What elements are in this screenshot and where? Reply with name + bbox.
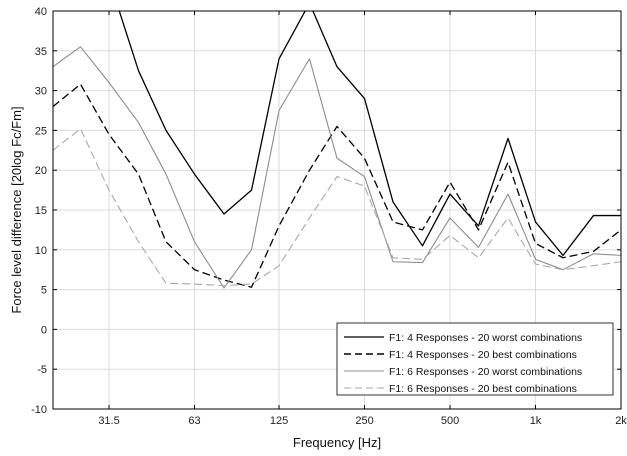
x-tick-label: 31.5 [98,415,119,427]
series-line-3 [53,46,621,289]
y-tick-label: -5 [37,364,47,376]
y-tick-label: 5 [41,285,47,297]
x-tick-label: 125 [270,415,288,427]
y-tick-label: 25 [35,125,47,137]
x-axis-ticks: 31.5 63 125 250 500 1k 2k [98,11,627,427]
y-tick-label: 35 [35,46,47,58]
legend-label-3: F1: 6 Responses - 20 worst combinations [389,366,582,378]
y-axis-ticks: -10 -5 0 5 10 15 20 25 30 35 40 [31,6,621,416]
x-tick-label: 250 [355,415,373,427]
legend-label-2: F1: 4 Responses - 20 best combinations [389,349,577,361]
y-tick-label: 15 [35,205,47,217]
y-tick-label: -10 [31,404,47,416]
y-tick-label: 20 [35,165,47,177]
legend-box [336,322,614,396]
legend-label-1: F1: 4 Responses - 20 worst combinations [389,332,582,344]
x-tick-label: 500 [441,415,459,427]
series-line-4 [53,128,621,287]
x-tick-label: 2k [615,415,627,427]
x-tick-label: 63 [188,415,200,427]
y-axis-label: Force level difference [20log Fc/Fm] [9,106,24,313]
legend: F1: 4 Responses - 20 worst combinations … [336,322,614,396]
x-axis-label: Frequency [Hz] [293,435,381,450]
series-group [53,11,621,289]
series-line-2 [53,83,621,288]
y-tick-label: 10 [35,245,47,257]
y-tick-label: 0 [41,324,47,336]
legend-label-4: F1: 6 Responses - 20 best combinations [389,383,577,395]
y-tick-label: 40 [35,6,47,18]
x-tick-label: 1k [530,415,542,427]
series-line-1 [118,11,621,257]
y-tick-label: 30 [35,86,47,98]
